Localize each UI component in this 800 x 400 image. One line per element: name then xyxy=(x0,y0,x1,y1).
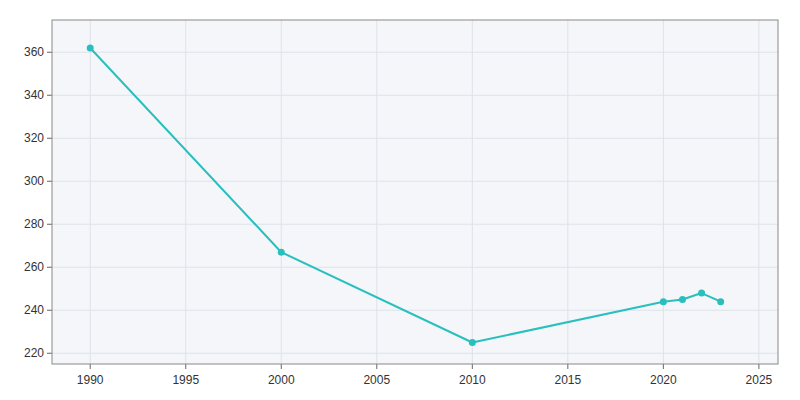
x-tick-label: 1995 xyxy=(172,373,199,387)
data-point xyxy=(717,298,724,305)
chart-svg: 220 240 260 280 300 320 340 360 1990 1995 2000 2005… xyxy=(0,0,800,400)
y-tick xyxy=(47,310,52,311)
y-tick xyxy=(47,138,52,139)
y-tick xyxy=(47,267,52,268)
chart-container: 220 240 260 280 300 320 340 360 1990 1995 2000 2005… xyxy=(0,0,800,400)
axes: 220 240 260 280 300 320 340 360 1990 1995 2000 2005… xyxy=(24,20,778,387)
x-tick xyxy=(758,364,759,369)
x-grid-line xyxy=(663,20,664,364)
y-grid-line xyxy=(52,138,778,139)
x-tick-label: 2020 xyxy=(650,373,677,387)
data-line xyxy=(90,48,720,343)
y-tick xyxy=(47,353,52,354)
x-grid-line xyxy=(281,20,282,364)
x-tick xyxy=(185,364,186,369)
data-point xyxy=(469,339,476,346)
x-tick-label: 1990 xyxy=(77,373,104,387)
y-tick-label: 240 xyxy=(24,303,44,317)
y-grid-line xyxy=(52,224,778,225)
x-tick-label: 2010 xyxy=(459,373,486,387)
y-tick-label: 260 xyxy=(24,260,44,274)
x-grid-line xyxy=(90,20,91,364)
x-grid-line xyxy=(758,20,759,364)
plot-background xyxy=(52,20,778,364)
x-tick-label: 2025 xyxy=(746,373,773,387)
data-layer xyxy=(87,44,724,346)
y-grid-line xyxy=(52,95,778,96)
y-tick xyxy=(47,52,52,53)
y-tick-label: 280 xyxy=(24,217,44,231)
data-point xyxy=(278,249,285,256)
y-grid-line xyxy=(52,353,778,354)
x-tick-label: 2000 xyxy=(268,373,295,387)
plot-frame xyxy=(52,20,778,364)
x-tick xyxy=(90,364,91,369)
x-tick xyxy=(567,364,568,369)
y-grid-line xyxy=(52,267,778,268)
y-tick-label: 360 xyxy=(24,45,44,59)
data-point xyxy=(679,296,686,303)
data-point xyxy=(660,298,667,305)
x-grid-line xyxy=(472,20,473,364)
y-tick-label: 300 xyxy=(24,174,44,188)
grid xyxy=(52,20,778,364)
x-tick xyxy=(281,364,282,369)
x-tick-label: 2005 xyxy=(363,373,390,387)
x-grid-line xyxy=(376,20,377,364)
y-tick-label: 340 xyxy=(24,88,44,102)
y-tick-label: 220 xyxy=(24,346,44,360)
y-tick xyxy=(47,224,52,225)
y-grid-line xyxy=(52,181,778,182)
x-tick xyxy=(376,364,377,369)
y-tick-label: 320 xyxy=(24,131,44,145)
y-tick xyxy=(47,95,52,96)
y-tick xyxy=(47,181,52,182)
x-tick-label: 2015 xyxy=(554,373,581,387)
x-grid-line xyxy=(185,20,186,364)
x-grid-line xyxy=(567,20,568,364)
x-tick xyxy=(663,364,664,369)
y-grid-line xyxy=(52,310,778,311)
data-point xyxy=(87,44,94,51)
data-point xyxy=(698,290,705,297)
x-tick xyxy=(472,364,473,369)
y-grid-line xyxy=(52,52,778,53)
